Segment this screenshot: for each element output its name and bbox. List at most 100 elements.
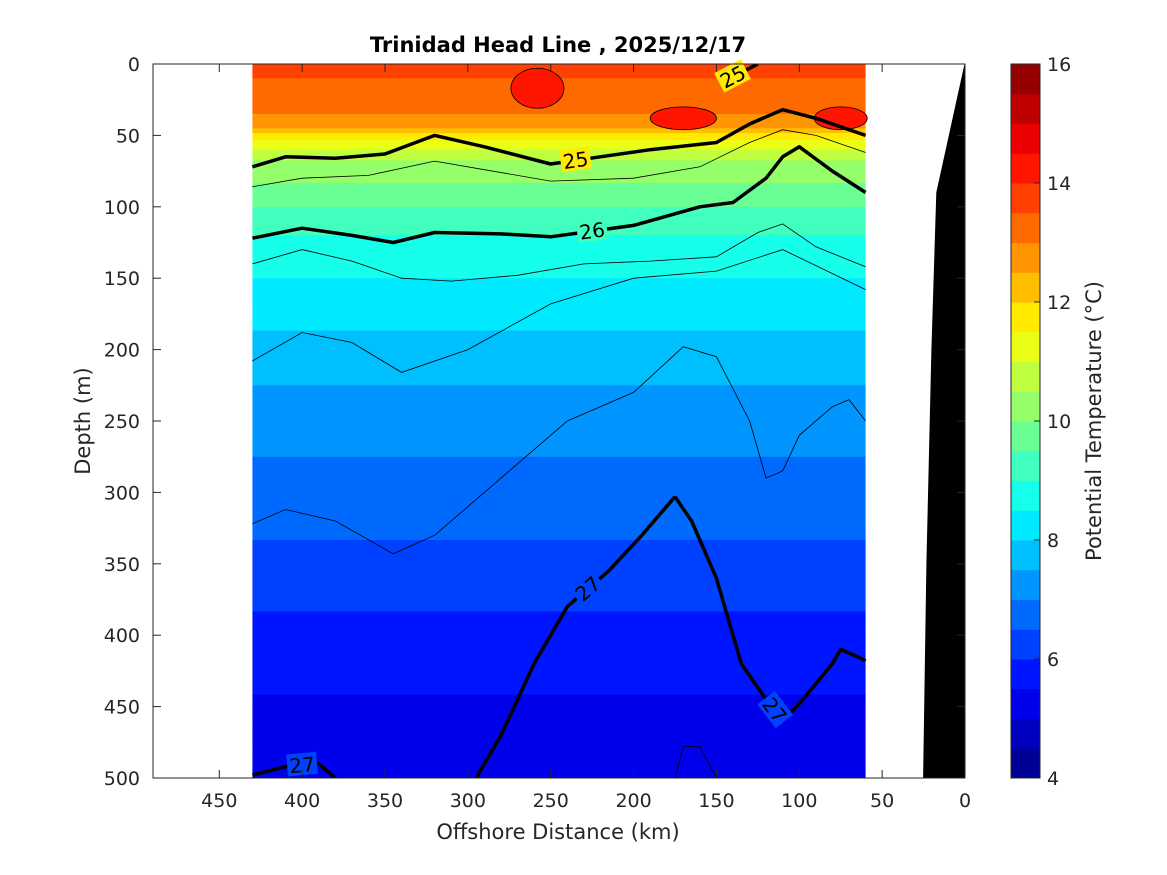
temperature-band xyxy=(252,135,866,139)
temperature-band xyxy=(252,504,866,517)
colorbar-swatch xyxy=(1011,688,1040,719)
contour-label-bg xyxy=(575,217,609,244)
temperature-band xyxy=(252,540,866,553)
temperature-band xyxy=(252,340,866,351)
colorbar-swatch xyxy=(1011,718,1040,749)
temperature-band xyxy=(252,128,866,132)
temperature-band xyxy=(252,551,866,565)
temperature-band xyxy=(252,468,866,482)
temperature-band xyxy=(252,124,866,129)
temperature-band xyxy=(252,623,866,636)
temperature-band xyxy=(252,742,866,755)
colorbar-tick-label: 14 xyxy=(1047,173,1071,195)
x-tick-label: 100 xyxy=(781,790,817,812)
colorbar-swatch xyxy=(1011,331,1040,362)
temperature-band xyxy=(252,480,866,493)
temperature-band xyxy=(252,456,866,470)
isopycnal-line xyxy=(474,495,677,778)
temperature-band xyxy=(252,432,866,446)
colorbar-swatch xyxy=(1011,659,1040,690)
temperature-band xyxy=(252,202,866,208)
x-axis-ticks: 450 400 350 300 250 200 150 100 50 0 xyxy=(201,64,971,812)
temperature-band xyxy=(252,311,866,322)
temperature-band xyxy=(252,140,866,144)
temperature-band xyxy=(252,766,866,778)
x-tick-label: 300 xyxy=(450,790,486,812)
temperature-band xyxy=(252,516,866,529)
seafloor xyxy=(923,64,965,778)
temperature-band xyxy=(252,718,866,731)
x-tick-label: 350 xyxy=(367,790,403,812)
temperature-band xyxy=(252,321,866,332)
temperature-band xyxy=(252,292,866,303)
colorbar-swatch xyxy=(1011,540,1040,571)
temperature-band xyxy=(252,330,866,341)
temperature-band xyxy=(252,163,866,170)
colorbar-tick-label: 4 xyxy=(1047,768,1059,790)
colorbar-swatch xyxy=(1011,480,1040,511)
temperature-band xyxy=(252,99,866,108)
temperature-band xyxy=(252,221,866,227)
x-tick-label: 400 xyxy=(284,790,320,812)
temperature-band xyxy=(252,635,866,648)
colorbar-swatch xyxy=(1011,510,1040,541)
temperature-band xyxy=(252,492,866,505)
temperature-band xyxy=(252,361,866,374)
temperature-band xyxy=(252,117,866,122)
temperature-band xyxy=(252,385,866,398)
colorbar-swatch xyxy=(1011,183,1040,214)
y-axis-ticks: 0 50 100 150 200 250 300 350 400 450 500 xyxy=(104,54,965,790)
bathymetry-shape xyxy=(923,64,965,778)
colorbar-swatch xyxy=(1011,242,1040,273)
thin-contour-line xyxy=(252,249,866,373)
colorbar-swatch xyxy=(1011,569,1040,600)
colorbar-swatch xyxy=(1011,391,1040,422)
temperature-band xyxy=(252,373,866,386)
temperature-band xyxy=(252,694,866,708)
temperature-band xyxy=(252,244,866,251)
y-tick-label: 350 xyxy=(104,554,140,576)
temperature-band xyxy=(252,682,866,696)
thin-contour-line xyxy=(252,346,866,555)
colorbar-swatch xyxy=(1011,64,1040,95)
temperature-band xyxy=(252,192,866,198)
contour-label: 25 xyxy=(561,147,590,174)
temperature-band xyxy=(252,302,866,313)
colorbar-swatch xyxy=(1011,599,1040,630)
colorbar-swatch xyxy=(1011,302,1040,333)
temperature-band xyxy=(252,225,866,232)
temperature-band xyxy=(252,173,866,179)
y-axis-label: Depth (m) xyxy=(71,367,95,474)
temperature-band xyxy=(252,168,866,175)
y-tick-label: 100 xyxy=(104,197,140,219)
y-tick-label: 200 xyxy=(104,340,140,362)
temperature-band xyxy=(252,256,866,265)
thin-contour-line xyxy=(674,746,717,778)
temperature-band xyxy=(252,599,866,612)
colorbar-tick-label: 6 xyxy=(1047,649,1059,671)
warm-core-patch xyxy=(510,67,565,109)
temperature-band xyxy=(252,528,866,541)
colorbar-swatch xyxy=(1011,421,1040,452)
temperature-band xyxy=(252,133,866,136)
temperature-band xyxy=(252,64,866,72)
temperature-band xyxy=(252,230,866,236)
thin-contour-line xyxy=(252,223,866,282)
isopycnal-line xyxy=(252,145,867,245)
temperature-band xyxy=(252,206,866,213)
temperature-band xyxy=(252,156,866,161)
temperature-band xyxy=(252,285,866,294)
colorbar: 4 6 8 10 12 14 16 xyxy=(1010,54,1071,790)
temperature-band xyxy=(252,397,866,410)
x-tick-label: 250 xyxy=(533,790,569,812)
y-tick-label: 450 xyxy=(104,697,140,719)
contour-label-bg xyxy=(714,59,751,93)
temperature-band xyxy=(252,183,866,189)
colorbar-label: Potential Temperature (°C) xyxy=(1082,281,1106,561)
temperature-band xyxy=(252,149,866,154)
colorbar-swatch xyxy=(1011,450,1040,481)
chart-title: Trinidad Head Line , 2025/12/17 xyxy=(370,33,746,57)
thin-contour-lines xyxy=(252,129,866,778)
temperature-band xyxy=(252,271,866,279)
